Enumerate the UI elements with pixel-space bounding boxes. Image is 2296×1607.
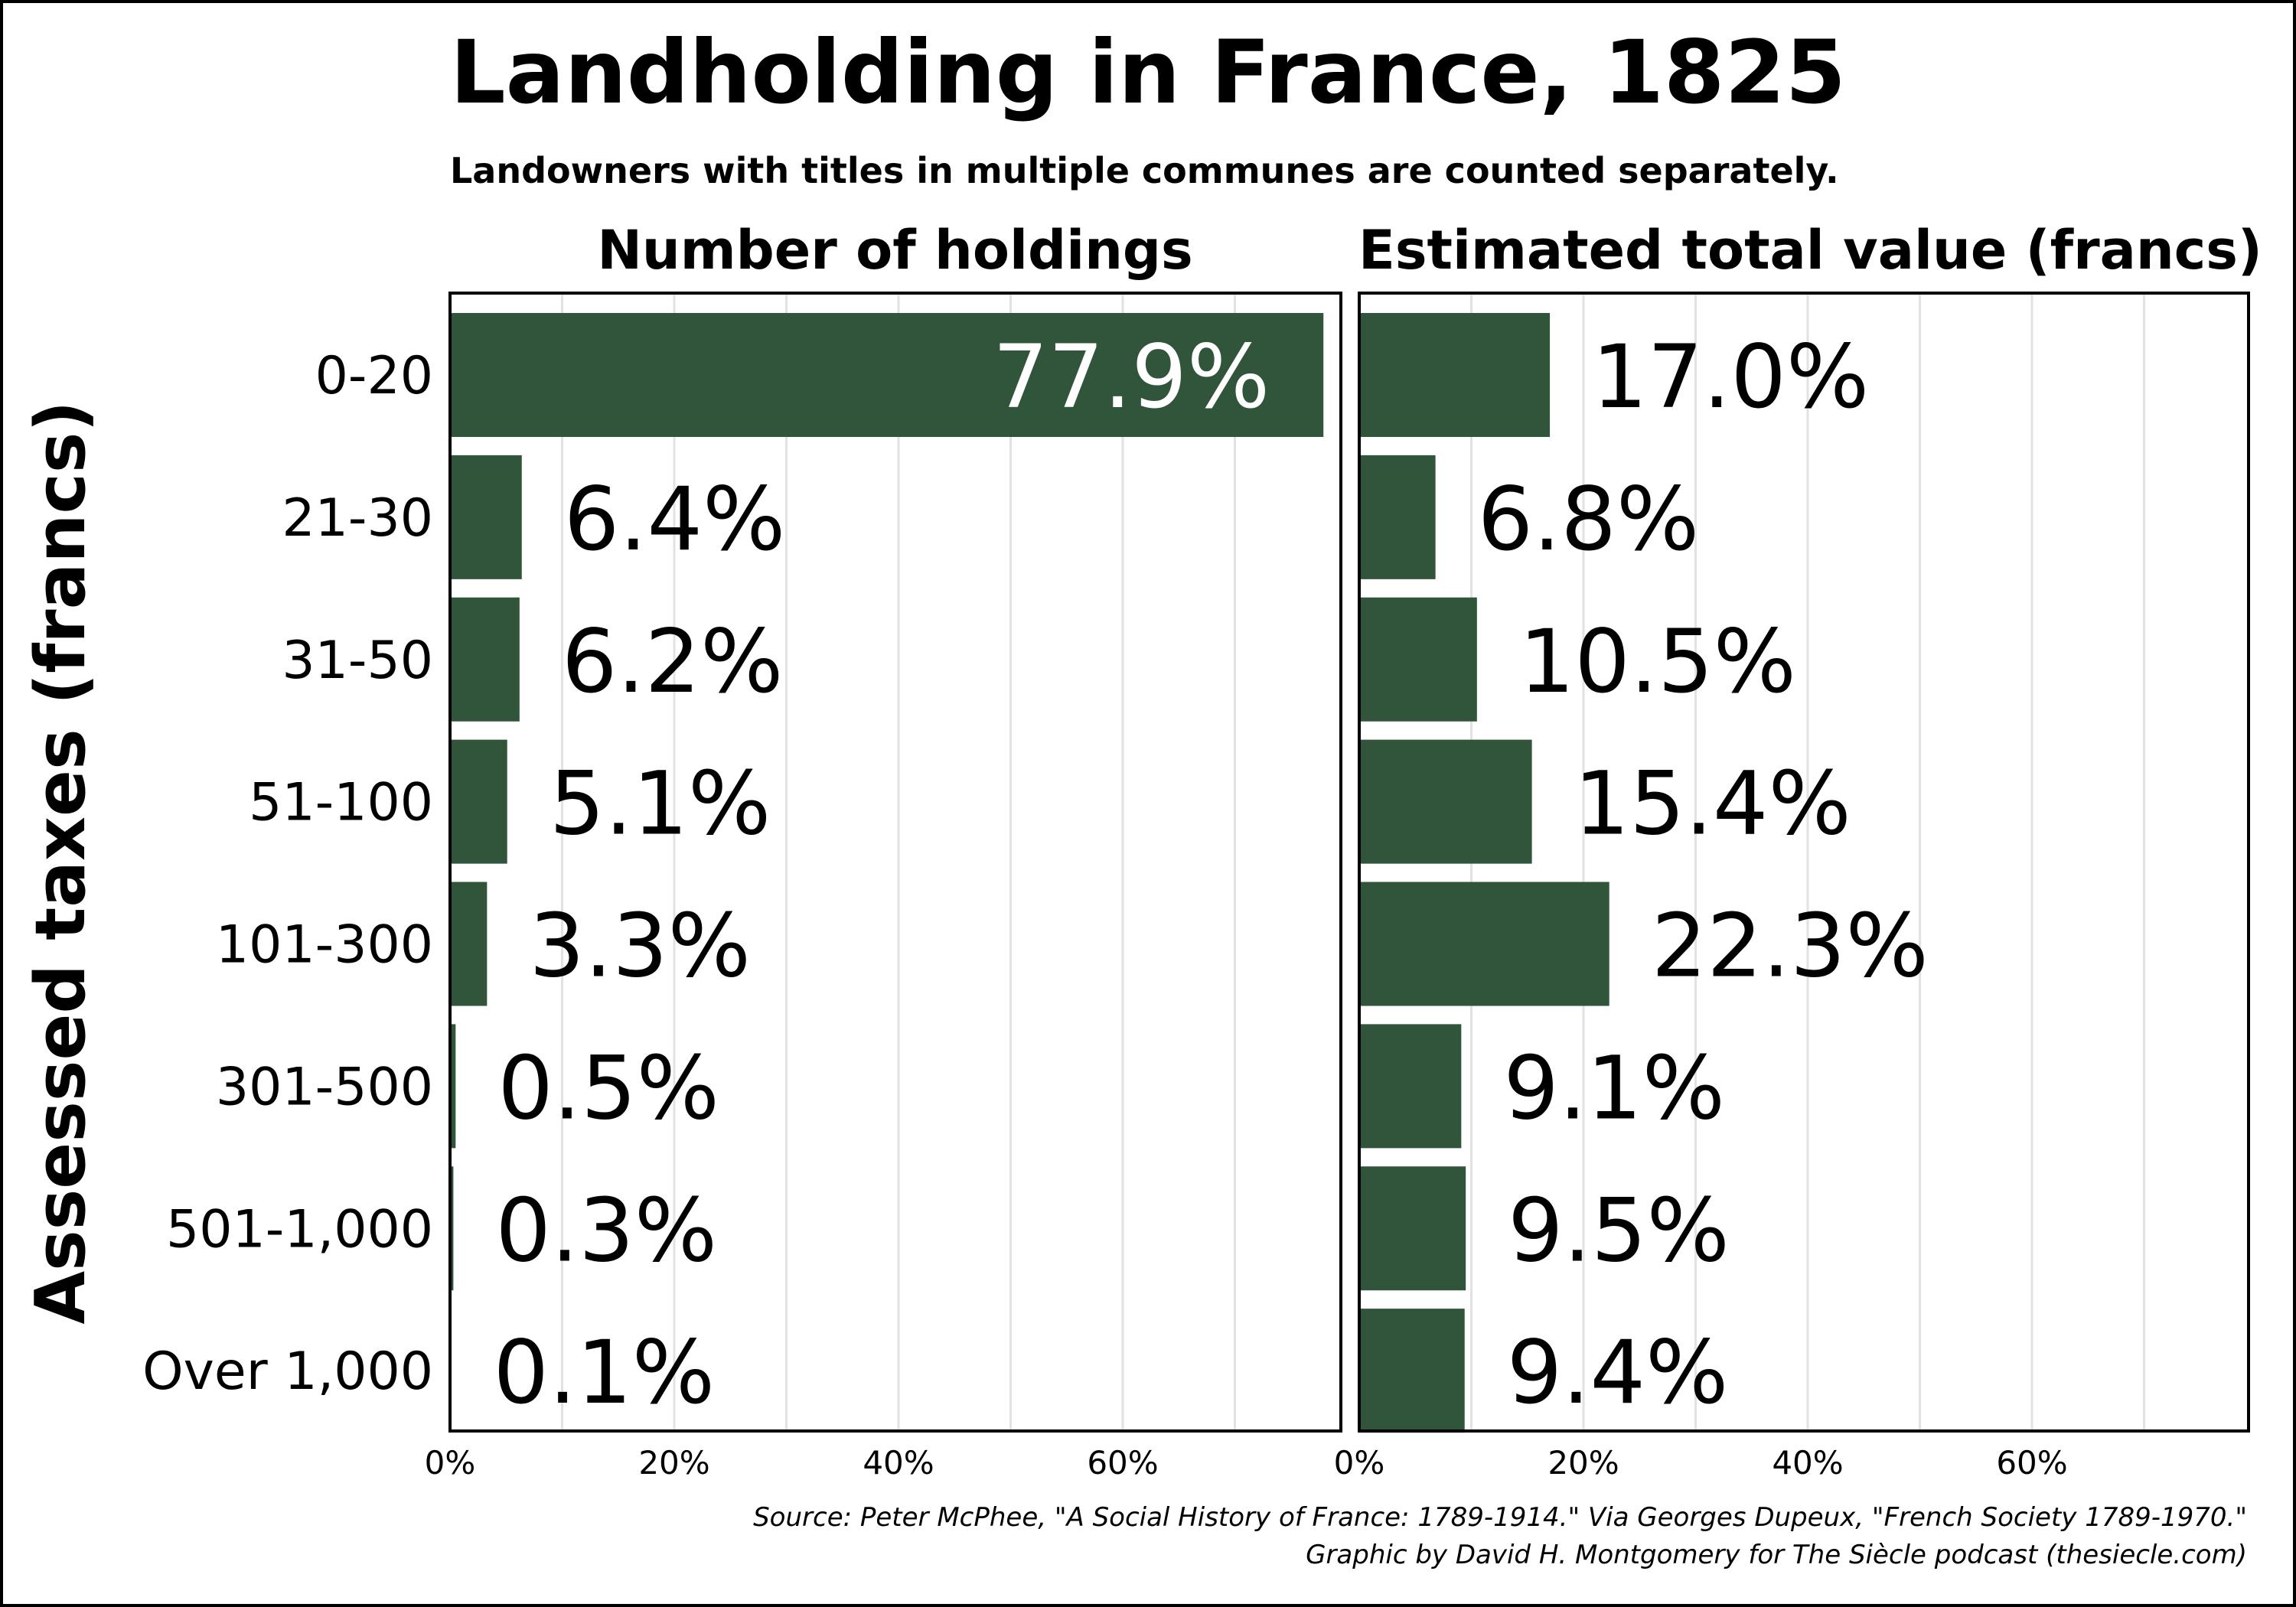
bar-value-1 <box>1359 455 1436 579</box>
data-label: 5.1% <box>550 753 771 855</box>
bar-holdings-6 <box>450 1166 454 1291</box>
data-label: 0.1% <box>493 1322 715 1423</box>
x-tick-label: 40% <box>863 1444 934 1482</box>
y-tick-label: 101-300 <box>216 915 433 976</box>
y-tick-label: 51-100 <box>249 773 433 833</box>
y-tick-label: 301-500 <box>216 1057 433 1117</box>
bar-value-2 <box>1359 597 1477 722</box>
data-label: 9.5% <box>1508 1179 1730 1281</box>
data-label: 10.5% <box>1519 611 1796 712</box>
x-tick-label: 0% <box>425 1444 476 1482</box>
bar-holdings-3 <box>450 739 507 864</box>
bar-value-6 <box>1359 1166 1466 1291</box>
credit-note: Graphic by David H. Montgomery for The S… <box>1306 1540 2247 1570</box>
bar-holdings-5 <box>450 1024 456 1149</box>
data-label: 0.3% <box>495 1179 717 1281</box>
y-tick-label: 21-30 <box>282 488 433 549</box>
data-label: 22.3% <box>1652 895 1929 997</box>
data-label: 6.8% <box>1478 468 1700 570</box>
y-tick-label: 31-50 <box>282 631 433 691</box>
data-label: 0.5% <box>497 1037 719 1139</box>
bar-value-7 <box>1359 1309 1465 1433</box>
chart-subtitle: Landowners with titles in multiple commu… <box>450 150 1839 191</box>
bar-value-5 <box>1359 1024 1462 1149</box>
data-label: 3.3% <box>529 895 751 997</box>
x-tick-label: 60% <box>1087 1444 1158 1482</box>
data-label: 6.4% <box>564 468 786 570</box>
data-label: 17.0% <box>1592 326 1869 428</box>
bar-value-4 <box>1359 882 1609 1006</box>
data-label: 9.4% <box>1507 1322 1729 1423</box>
x-tick-label: 20% <box>638 1444 709 1482</box>
bar-holdings-0 <box>450 313 1324 437</box>
bar-holdings-1 <box>450 455 522 579</box>
x-tick-label: 20% <box>1548 1444 1619 1482</box>
data-label: 15.4% <box>1574 753 1851 855</box>
panel-title-value: Estimated total value (francs) <box>1358 219 2262 282</box>
x-tick-label: 40% <box>1772 1444 1843 1482</box>
y-tick-label: 501-1,000 <box>166 1199 433 1260</box>
panel-border <box>448 292 1342 1433</box>
data-label: 9.1% <box>1503 1037 1725 1139</box>
bar-value-3 <box>1359 739 1532 864</box>
chart-title: Landholding in France, 1825 <box>450 21 1846 123</box>
data-label: 6.2% <box>562 611 784 712</box>
y-axis-title: Assessed taxes (francs) <box>21 400 101 1324</box>
bar-holdings-2 <box>450 597 520 722</box>
y-tick-label: Over 1,000 <box>142 1341 433 1402</box>
x-tick-label: 60% <box>1996 1444 2067 1482</box>
data-label: 77.9% <box>993 326 1270 428</box>
panel-title-holdings: Number of holdings <box>597 219 1193 282</box>
source-note: Source: Peter McPhee, "A Social History … <box>753 1502 2247 1533</box>
panel-border <box>1358 292 2250 1433</box>
x-tick-label: 0% <box>1334 1444 1385 1482</box>
bar-holdings-4 <box>450 882 488 1006</box>
bar-value-0 <box>1359 313 1551 437</box>
y-tick-label: 0-20 <box>315 346 433 406</box>
